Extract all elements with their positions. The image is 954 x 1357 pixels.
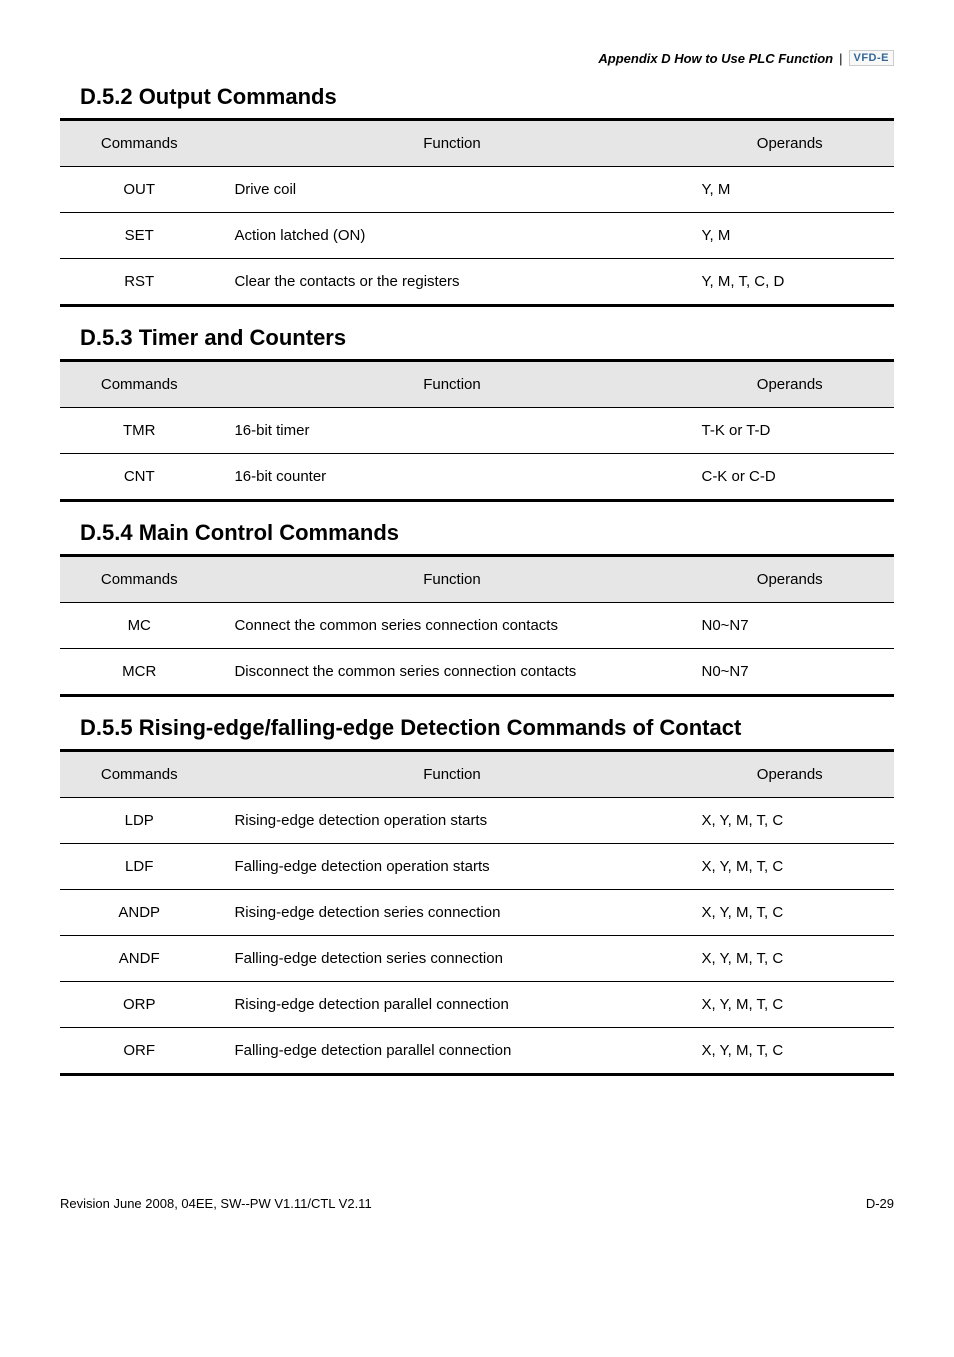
table-row: RSTClear the contacts or the registersY,…	[60, 259, 894, 306]
data-table: CommandsFunctionOperandsLDPRising-edge d…	[60, 749, 894, 1076]
table-row: LDFFalling-edge detection operation star…	[60, 844, 894, 890]
command-cell: CNT	[60, 454, 218, 501]
operands-cell: N0~N7	[685, 603, 894, 649]
function-cell: Rising-edge detection parallel connectio…	[218, 982, 685, 1028]
column-header: Operands	[685, 556, 894, 603]
operands-cell: C-K or C-D	[685, 454, 894, 501]
command-cell: ANDP	[60, 890, 218, 936]
table-row: LDPRising-edge detection operation start…	[60, 798, 894, 844]
command-cell: LDF	[60, 844, 218, 890]
column-header: Function	[218, 751, 685, 798]
table-row: TMR16-bit timerT-K or T-D	[60, 408, 894, 454]
table-row: ANDFFalling-edge detection series connec…	[60, 936, 894, 982]
page-header: Appendix D How to Use PLC Function | VFD…	[60, 50, 894, 66]
table-row: OUTDrive coilY, M	[60, 167, 894, 213]
header-title: Appendix D How to Use PLC Function	[598, 51, 833, 66]
table-row: MCConnect the common series connection c…	[60, 603, 894, 649]
column-header: Operands	[685, 361, 894, 408]
section-title: D.5.2 Output Commands	[80, 84, 894, 110]
function-cell: Disconnect the common series connection …	[218, 649, 685, 696]
operands-cell: Y, M	[685, 213, 894, 259]
column-header: Commands	[60, 751, 218, 798]
command-cell: OUT	[60, 167, 218, 213]
header-divider: |	[839, 51, 842, 66]
command-cell: SET	[60, 213, 218, 259]
column-header: Operands	[685, 120, 894, 167]
command-cell: MCR	[60, 649, 218, 696]
command-cell: ANDF	[60, 936, 218, 982]
vfd-badge: VFD-E	[849, 50, 895, 66]
table-row: ORFFalling-edge detection parallel conne…	[60, 1028, 894, 1075]
data-table: CommandsFunctionOperandsOUTDrive coilY, …	[60, 118, 894, 307]
command-cell: RST	[60, 259, 218, 306]
page-footer: Revision June 2008, 04EE, SW--PW V1.11/C…	[60, 1196, 894, 1211]
function-cell: Falling-edge detection series connection	[218, 936, 685, 982]
operands-cell: Y, M	[685, 167, 894, 213]
operands-cell: Y, M, T, C, D	[685, 259, 894, 306]
section-title: D.5.4 Main Control Commands	[80, 520, 894, 546]
footer-right: D-29	[866, 1196, 894, 1211]
function-cell: 16-bit counter	[218, 454, 685, 501]
operands-cell: T-K or T-D	[685, 408, 894, 454]
data-table: CommandsFunctionOperandsTMR16-bit timerT…	[60, 359, 894, 502]
operands-cell: X, Y, M, T, C	[685, 890, 894, 936]
command-cell: MC	[60, 603, 218, 649]
operands-cell: X, Y, M, T, C	[685, 982, 894, 1028]
function-cell: Drive coil	[218, 167, 685, 213]
column-header: Commands	[60, 120, 218, 167]
table-row: SETAction latched (ON)Y, M	[60, 213, 894, 259]
footer-left: Revision June 2008, 04EE, SW--PW V1.11/C…	[60, 1196, 372, 1211]
table-row: ORPRising-edge detection parallel connec…	[60, 982, 894, 1028]
section-title: D.5.5 Rising-edge/falling-edge Detection…	[80, 715, 894, 741]
column-header: Commands	[60, 361, 218, 408]
table-row: CNT16-bit counterC-K or C-D	[60, 454, 894, 501]
table-row: MCRDisconnect the common series connecti…	[60, 649, 894, 696]
section-title: D.5.3 Timer and Counters	[80, 325, 894, 351]
column-header: Function	[218, 120, 685, 167]
operands-cell: X, Y, M, T, C	[685, 1028, 894, 1075]
sections-container: D.5.2 Output CommandsCommandsFunctionOpe…	[60, 84, 894, 1076]
table-row: ANDPRising-edge detection series connect…	[60, 890, 894, 936]
column-header: Commands	[60, 556, 218, 603]
function-cell: 16-bit timer	[218, 408, 685, 454]
column-header: Operands	[685, 751, 894, 798]
function-cell: Clear the contacts or the registers	[218, 259, 685, 306]
function-cell: Rising-edge detection operation starts	[218, 798, 685, 844]
function-cell: Rising-edge detection series connection	[218, 890, 685, 936]
command-cell: TMR	[60, 408, 218, 454]
operands-cell: X, Y, M, T, C	[685, 936, 894, 982]
function-cell: Falling-edge detection operation starts	[218, 844, 685, 890]
column-header: Function	[218, 556, 685, 603]
operands-cell: X, Y, M, T, C	[685, 798, 894, 844]
function-cell: Falling-edge detection parallel connecti…	[218, 1028, 685, 1075]
command-cell: LDP	[60, 798, 218, 844]
operands-cell: N0~N7	[685, 649, 894, 696]
column-header: Function	[218, 361, 685, 408]
operands-cell: X, Y, M, T, C	[685, 844, 894, 890]
function-cell: Connect the common series connection con…	[218, 603, 685, 649]
function-cell: Action latched (ON)	[218, 213, 685, 259]
data-table: CommandsFunctionOperandsMCConnect the co…	[60, 554, 894, 697]
command-cell: ORP	[60, 982, 218, 1028]
command-cell: ORF	[60, 1028, 218, 1075]
